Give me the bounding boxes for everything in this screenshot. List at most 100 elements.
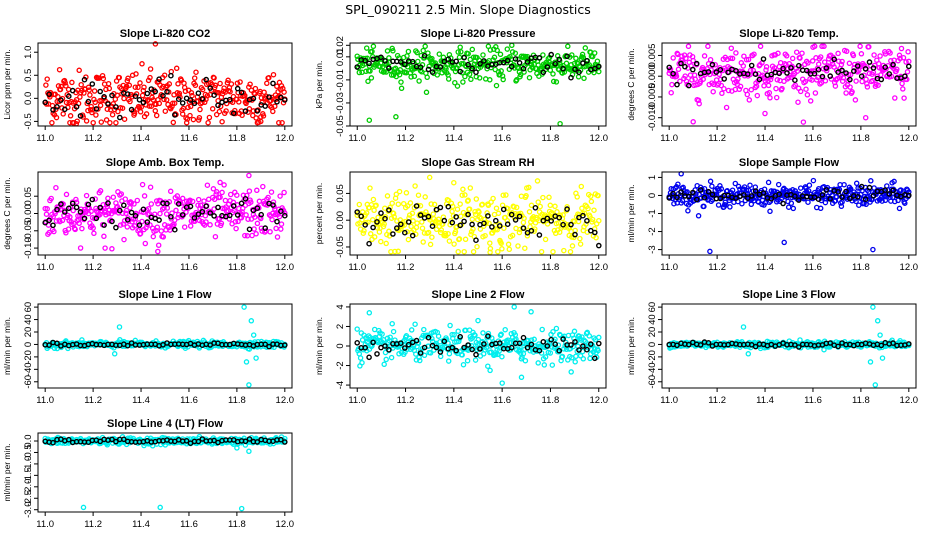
reference-point: [516, 213, 523, 220]
reference-points: [354, 333, 602, 362]
data-point: [179, 111, 186, 117]
data-point: [419, 225, 426, 231]
x-tick-label: 11.4: [132, 262, 150, 273]
x-tick-label: 11.8: [228, 519, 246, 530]
y-tick-label: 0.5: [23, 69, 34, 82]
data-point: [540, 52, 546, 58]
data-point: [797, 185, 804, 191]
data-point: [181, 80, 187, 86]
reference-point: [441, 58, 448, 65]
data-point: [773, 94, 780, 101]
reference-point: [705, 188, 712, 195]
reference-point: [417, 212, 424, 218]
outlier-point: [872, 382, 879, 388]
data-point: [117, 222, 124, 228]
reference-point: [270, 80, 276, 87]
reference-point: [128, 106, 135, 113]
data-point: [209, 106, 216, 112]
reference-point: [132, 93, 139, 99]
data-point: [766, 89, 773, 96]
reference-point: [378, 210, 384, 216]
data-point: [253, 115, 259, 121]
x-tick-label: 11.6: [180, 262, 198, 273]
data-point: [378, 238, 384, 245]
outlier-point: [762, 110, 768, 117]
data-point: [821, 43, 827, 50]
outlier-point: [102, 245, 108, 251]
data-point: [898, 45, 905, 52]
reference-point: [741, 192, 747, 198]
data-point: [550, 78, 557, 85]
reference-point: [362, 57, 369, 64]
y-tick-label: -2.0: [23, 479, 34, 495]
data-point: [390, 210, 397, 217]
y-tick-label: -3.0: [23, 502, 34, 518]
data-point: [239, 112, 245, 119]
reference-point: [191, 215, 198, 221]
y-tick-label: 0.01: [335, 48, 346, 66]
reference-point: [405, 341, 412, 348]
data-point: [277, 193, 283, 199]
reference-point: [437, 64, 444, 70]
data-point: [414, 220, 420, 226]
data-point: [472, 332, 478, 339]
data-point: [765, 179, 772, 186]
outlier-point: [451, 179, 457, 186]
reference-point: [701, 194, 708, 201]
data-point: [793, 49, 800, 55]
data-point: [403, 333, 410, 339]
x-tick-label: 11.2: [708, 133, 726, 144]
data-point: [197, 106, 203, 113]
reference-point: [504, 57, 511, 64]
data-point: [184, 116, 191, 122]
y-tick-label: 4: [335, 304, 346, 309]
y-axis-label: Licor ppm per min.: [2, 49, 12, 119]
reference-point: [492, 217, 499, 224]
reference-point: [69, 200, 76, 207]
data-point: [522, 245, 528, 251]
data-point: [495, 248, 501, 255]
reference-point: [803, 67, 810, 74]
data-point: [476, 75, 483, 81]
data-point: [53, 218, 60, 224]
x-tick-label: 11.6: [180, 133, 198, 144]
x-tick-label: 11.0: [660, 133, 678, 144]
data-point: [800, 119, 807, 125]
data-point: [707, 178, 714, 185]
reference-point: [792, 193, 798, 199]
reference-point: [674, 194, 680, 201]
reference-point: [854, 193, 861, 200]
data-point: [147, 184, 154, 190]
data-point: [103, 117, 110, 123]
data-point: [447, 322, 453, 329]
data-point: [171, 100, 178, 106]
data-point: [227, 88, 233, 95]
data-point: [547, 202, 554, 209]
data-point: [190, 116, 197, 123]
data-point: [445, 230, 451, 237]
x-tick-label: 11.8: [228, 262, 246, 273]
data-point: [150, 233, 157, 240]
reference-point: [560, 336, 566, 342]
data-point: [709, 183, 715, 189]
data-point: [367, 231, 374, 237]
data-point: [131, 110, 138, 117]
data-point: [143, 111, 150, 117]
reference-point: [140, 206, 147, 213]
y-tick-label: -60: [647, 375, 658, 389]
data-point: [857, 43, 863, 50]
y-tick-label: 0.000: [647, 64, 658, 88]
data-point: [480, 52, 486, 58]
reference-point: [686, 82, 692, 89]
reference-point: [85, 98, 92, 105]
reference-point: [58, 97, 64, 103]
data-point: [413, 351, 419, 357]
x-tick-label: 12.0: [900, 395, 919, 406]
reference-point: [50, 222, 56, 229]
data-point: [560, 212, 566, 218]
data-point: [747, 67, 754, 74]
data-point: [396, 188, 403, 195]
data-point: [460, 361, 467, 368]
y-tick-label: -0.5: [23, 444, 34, 460]
x-tick-label: 11.4: [132, 395, 150, 406]
